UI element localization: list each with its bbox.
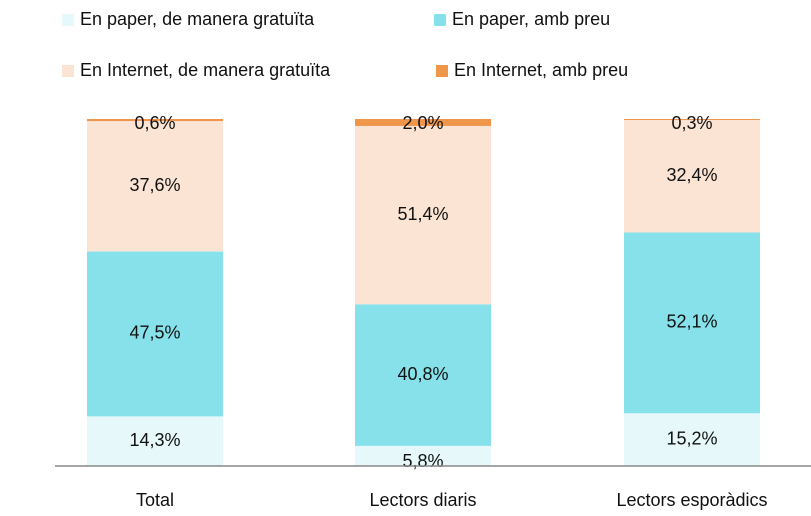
bar-segment	[624, 413, 760, 466]
bar-segment	[624, 119, 760, 121]
data-label: 0,6%	[134, 113, 175, 133]
x-tick-label: Lectors esporàdics	[616, 490, 767, 510]
bar-segment	[355, 119, 491, 126]
bar-segment	[624, 120, 760, 233]
data-label: 47,5%	[129, 323, 180, 343]
data-label: 51,4%	[397, 204, 448, 224]
data-label: 0,3%	[671, 113, 712, 133]
legend-label: En paper, de manera gratuïta	[80, 9, 315, 29]
bar-segment	[87, 121, 223, 252]
data-label: 37,6%	[129, 175, 180, 195]
legend-label: En Internet, amb preu	[454, 60, 628, 80]
data-label: 5,8%	[402, 451, 443, 471]
data-label: 52,1%	[666, 312, 717, 332]
bar-segment	[87, 251, 223, 417]
x-tick-label: Total	[136, 490, 174, 510]
data-label: 40,8%	[397, 364, 448, 384]
data-label: 32,4%	[666, 165, 717, 185]
x-tick-label: Lectors diaris	[369, 490, 476, 510]
bar-segment	[355, 445, 491, 466]
legend-swatch	[436, 65, 448, 77]
bar-segment	[355, 125, 491, 305]
data-label: 14,3%	[129, 430, 180, 450]
bar-segment	[87, 119, 223, 122]
legend-swatch	[62, 14, 74, 26]
legend-swatch	[434, 14, 446, 26]
data-label: 2,0%	[402, 113, 443, 133]
bar-segment	[624, 232, 760, 414]
data-label: 15,2%	[666, 428, 717, 448]
bar-segment	[87, 416, 223, 466]
legend-label: En Internet, de manera gratuïta	[80, 60, 331, 80]
legend-label: En paper, amb preu	[452, 9, 610, 29]
bar-segment	[355, 304, 491, 446]
legend-swatch	[62, 65, 74, 77]
